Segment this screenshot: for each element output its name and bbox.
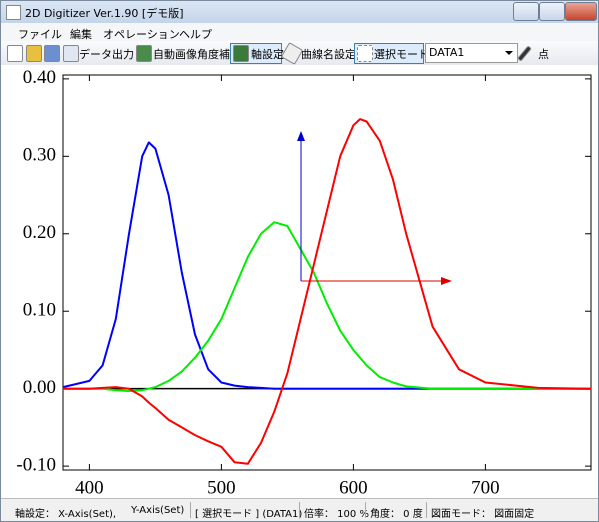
status-zoom: 倍率： 100 % bbox=[304, 509, 369, 520]
save-icon[interactable] bbox=[44, 45, 60, 62]
y-tick-label: 0.30 bbox=[23, 145, 56, 166]
minimize-button[interactable] bbox=[513, 2, 539, 21]
y-tick-label: 0.10 bbox=[23, 300, 56, 321]
x-tick-label: 500 bbox=[207, 477, 236, 498]
menu-item[interactable]: ファイル bbox=[18, 28, 62, 41]
status-drawing-mode: 図面モード： 図面固定 bbox=[431, 509, 535, 520]
y-tick-label: 0.00 bbox=[23, 377, 56, 398]
y-tick-label: 0.20 bbox=[23, 222, 56, 243]
new-icon[interactable] bbox=[7, 45, 23, 62]
status-angle: 角度： 0 度 bbox=[370, 509, 423, 520]
export-button[interactable]: データ出力 bbox=[79, 48, 134, 61]
auto-angle-icon[interactable] bbox=[136, 45, 152, 62]
point-button[interactable]: 点 bbox=[538, 48, 549, 61]
curve bbox=[63, 221, 591, 392]
toolbar: データ出力 自動画像角度補正 軸設定 曲線名設定 選択モード DATA1 点 bbox=[1, 41, 598, 65]
curve bbox=[62, 141, 591, 390]
status-axis-y: Y-Axis(Set) bbox=[131, 505, 185, 516]
open-icon[interactable] bbox=[26, 45, 42, 62]
title-bar: 2D Digitizer Ver.1.90 [デモ版] bbox=[1, 1, 598, 23]
x-tick-label: 700 bbox=[471, 477, 500, 498]
curve bbox=[63, 118, 592, 465]
y-tick-label: -0.10 bbox=[16, 454, 56, 475]
plot-frame bbox=[62, 74, 592, 471]
app-icon bbox=[6, 5, 21, 20]
window-title: 2D Digitizer Ver.1.90 [デモ版] bbox=[25, 7, 184, 20]
status-bar: 軸設定： X-Axis(Set), Y-Axis(Set) [ 選択モード ] … bbox=[1, 498, 598, 521]
axis-icon[interactable] bbox=[233, 45, 249, 62]
maximize-button[interactable] bbox=[539, 2, 565, 21]
x-tick-label: 400 bbox=[75, 477, 104, 498]
status-mode: [ 選択モード ] (DATA1) bbox=[195, 509, 303, 520]
dataset-value: DATA1 bbox=[429, 46, 465, 59]
menu-bar: ファイル 編集 オペレーション ヘルプ bbox=[1, 23, 598, 41]
curve-name-button[interactable]: 曲線名設定 bbox=[301, 48, 356, 61]
select-icon[interactable] bbox=[357, 45, 373, 62]
point-icon[interactable] bbox=[517, 45, 532, 62]
dataset-dropdown[interactable]: DATA1 bbox=[425, 43, 518, 63]
axis-setting-button[interactable]: 軸設定 bbox=[251, 48, 284, 61]
curve-name-icon[interactable] bbox=[280, 42, 304, 65]
close-button[interactable] bbox=[565, 2, 597, 21]
axis-indicator-y-head bbox=[297, 131, 305, 141]
menu-item[interactable]: オペレーション bbox=[103, 28, 180, 41]
axis-indicator-x-head bbox=[441, 277, 452, 285]
export-icon[interactable] bbox=[63, 45, 79, 62]
x-tick-label: 600 bbox=[339, 477, 368, 498]
menu-item[interactable]: 編集 bbox=[70, 28, 92, 41]
select-mode-button[interactable]: 選択モード bbox=[374, 48, 429, 61]
auto-angle-button[interactable]: 自動画像角度補正 bbox=[153, 48, 241, 61]
status-axis-x: 軸設定： X-Axis(Set), bbox=[15, 509, 117, 520]
canvas bbox=[1, 65, 598, 498]
y-tick-label: 0.40 bbox=[23, 67, 56, 88]
chart: 0.40 0.30 0.20 0.10 0.00 -0.10 400 500 600 700 bbox=[1, 65, 598, 498]
menu-item[interactable]: ヘルプ bbox=[179, 28, 212, 41]
